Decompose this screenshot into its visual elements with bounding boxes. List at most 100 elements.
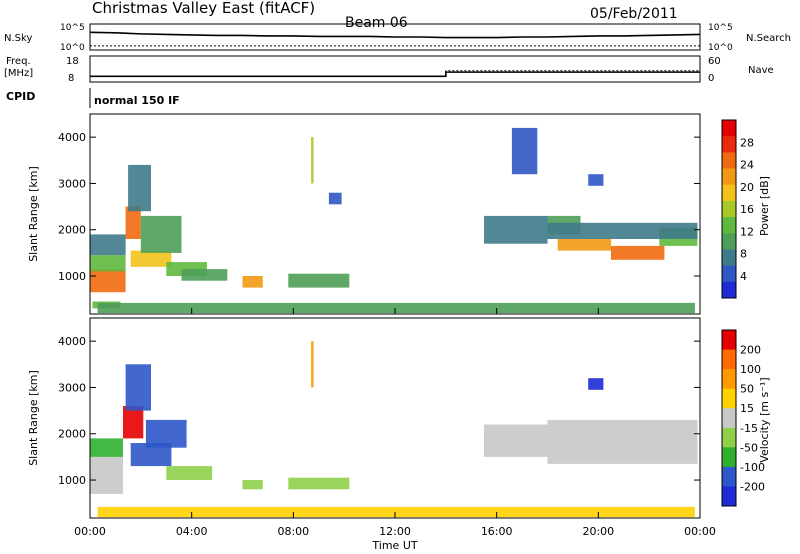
colorbar-segment	[722, 330, 736, 351]
power-panel-frame	[89, 113, 701, 315]
colorbar-segment	[722, 152, 736, 170]
colorbar-segment	[722, 447, 736, 468]
scatter-region-14	[97, 302, 695, 314]
xtick-label: 00:00	[684, 525, 716, 538]
ytick-label: 4000	[58, 131, 86, 144]
colorbar-segment	[722, 388, 736, 409]
colorbar-segment	[722, 249, 736, 267]
scatter-region-13	[311, 341, 314, 388]
ytick-label: 3000	[58, 177, 86, 190]
colorbar-segment	[722, 466, 736, 487]
colorbar-segment	[722, 281, 736, 299]
nsearch-tick-bottom: 10^0	[708, 43, 733, 53]
colorbar-tick: 24	[740, 159, 754, 172]
scatter-region-11	[547, 419, 698, 464]
scatter-region-15	[484, 215, 548, 244]
colorbar-segment	[722, 349, 736, 370]
power-ylabel: Slant Range [km]	[27, 166, 40, 262]
ytick-label: 3000	[58, 381, 86, 394]
ytick-label: 2000	[58, 428, 86, 441]
xtick-label: 08:00	[277, 525, 309, 538]
velocity-yaxis: 1000 2000 3000 4000	[58, 335, 700, 487]
series-line-1	[90, 70, 700, 77]
series-line-0	[90, 71, 700, 78]
nsky-panel-frame	[89, 23, 701, 51]
velocity-panel-frame	[89, 317, 701, 519]
colorbar-segment	[722, 217, 736, 234]
scatter-region-8	[288, 477, 350, 490]
ytick-label: 1000	[58, 474, 86, 487]
scatter-region-17	[557, 239, 612, 251]
scatter-region-22	[511, 127, 538, 175]
colorbar-tick: 20	[740, 181, 754, 194]
colorbar-segment	[722, 120, 736, 137]
xaxis-label: Time UT	[371, 539, 417, 552]
power-colorbar: 28 24 20 16 12 8 4	[721, 119, 754, 299]
power-heatmap	[90, 127, 698, 314]
nsearch-tick-top: 10^5	[708, 23, 733, 33]
xtick-label: 00:00	[74, 525, 106, 538]
nave-tick-bottom: 0	[708, 73, 714, 84]
freq-tick-bottom: 8	[68, 73, 74, 84]
scatter-region-0	[90, 456, 123, 494]
colorbar-segment	[722, 184, 736, 202]
colorbar-segment	[722, 200, 736, 218]
colorbar-tick: 100	[740, 363, 761, 376]
freq-series	[90, 70, 700, 78]
scatter-region-1	[90, 255, 126, 272]
scatter-region-7	[140, 215, 182, 253]
scatter-region-21	[588, 174, 604, 186]
scatter-region-13	[311, 137, 314, 184]
xtick-label: 16:00	[481, 525, 513, 538]
scatter-region-20	[547, 222, 698, 239]
velocity-heatmap	[90, 341, 698, 518]
colorbar-tick: 28	[740, 136, 754, 149]
scatter-region-1	[90, 438, 123, 457]
scatter-region-4	[130, 443, 172, 467]
colorbar-tick: 200	[740, 344, 761, 357]
colorbar-tick: 4	[740, 270, 747, 283]
colorbar-tick: 12	[740, 225, 754, 238]
freq-panel-frame	[89, 55, 701, 83]
scatter-region-10	[242, 276, 263, 288]
freq-tick-top: 18	[66, 56, 79, 67]
colorbar-frame	[721, 329, 737, 507]
xtick-label: 12:00	[379, 525, 411, 538]
series-line-0	[89, 31, 701, 39]
nsearch-label: N.Search	[746, 33, 791, 44]
date-label: 05/Feb/2011	[590, 6, 678, 22]
colorbar-tick: 16	[740, 203, 754, 216]
power-yaxis: 1000 2000 3000 4000	[58, 131, 700, 283]
colorbar-tick: 15	[740, 402, 754, 415]
colorbar-tick: -15	[740, 422, 758, 435]
scatter-region-9	[97, 506, 695, 518]
freq-unit: [MHz]	[4, 68, 33, 79]
scatter-region-10	[484, 424, 548, 457]
nsky-label: N.Sky	[4, 33, 32, 44]
scatter-region-0	[90, 269, 126, 293]
scatter-region-2	[123, 406, 144, 439]
colorbar-segment	[722, 136, 736, 153]
colorbar-segment	[722, 486, 736, 507]
nsky-tick-top: 10^5	[60, 23, 85, 33]
beam-label: Beam 06	[345, 15, 408, 31]
velocity-ylabel: Slant Range [km]	[27, 370, 40, 466]
scatter-region-4	[125, 206, 141, 239]
ytick-label: 1000	[58, 270, 86, 283]
scatter-region-12	[588, 378, 604, 390]
scatter-region-9	[181, 269, 228, 281]
nsky-tick-bottom: 10^0	[60, 43, 85, 53]
scatter-region-6	[166, 466, 213, 480]
nave-label: Nave	[748, 65, 774, 76]
scatter-region-5	[128, 164, 151, 212]
colorbar-segment	[722, 369, 736, 390]
xtick-label: 04:00	[176, 525, 208, 538]
scatter-region-7	[242, 480, 263, 490]
xtick-label: 20:00	[582, 525, 614, 538]
nave-tick-top: 60	[708, 56, 721, 67]
nsky-series	[89, 31, 701, 47]
colorbar-segment	[722, 233, 736, 250]
ytick-label: 2000	[58, 224, 86, 237]
colorbar-tick: -50	[740, 441, 758, 454]
